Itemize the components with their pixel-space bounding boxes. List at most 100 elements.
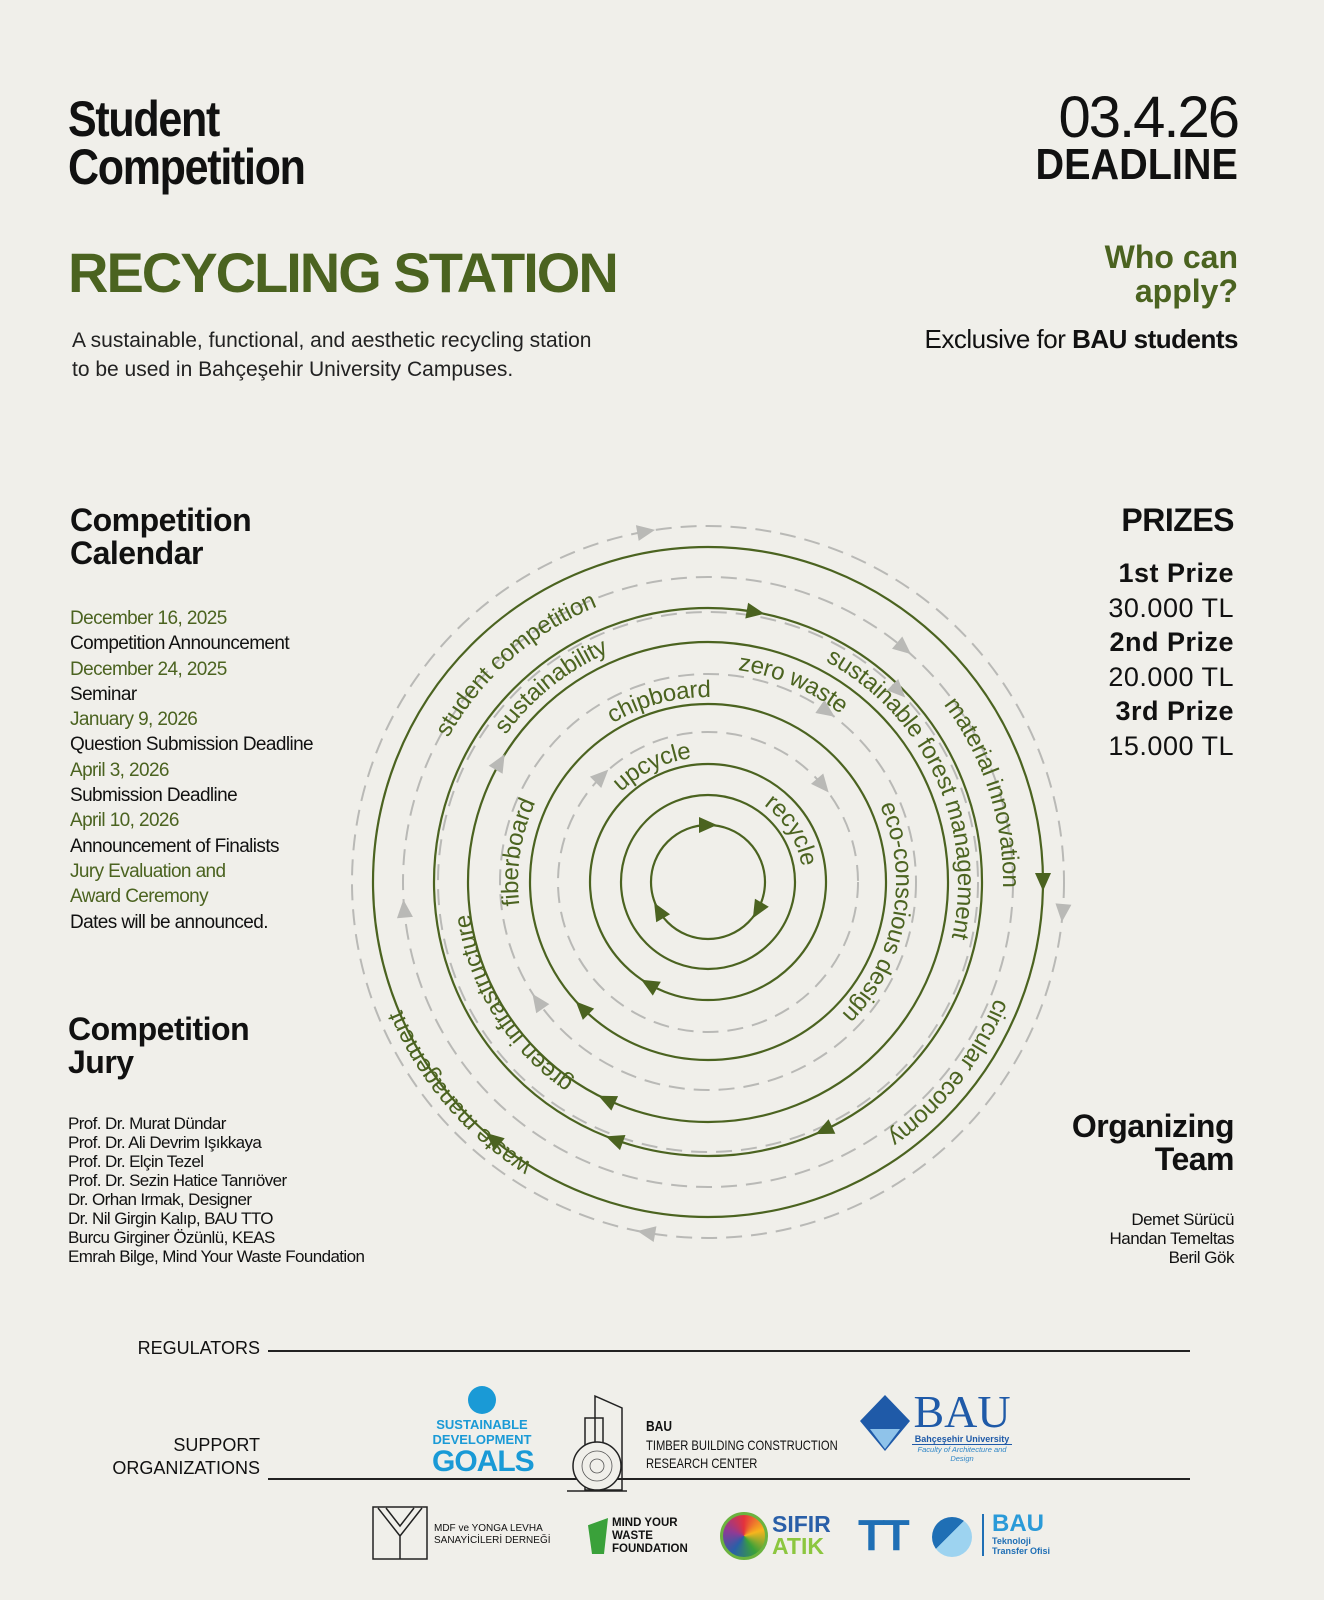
logo-text: ATIK bbox=[772, 1533, 824, 1559]
eligibility-bold: BAU students bbox=[1072, 324, 1238, 354]
logo-sdg: SUSTAINABLE DEVELOPMENT GOALS bbox=[432, 1386, 535, 1478]
logo-text: SUSTAINABLE bbox=[436, 1417, 528, 1432]
solid-ring bbox=[649, 823, 767, 941]
calendar-event: Announcement of Finalists bbox=[70, 835, 280, 857]
label-line: SUPPORT bbox=[173, 1435, 260, 1455]
calendar-event: Seminar bbox=[70, 683, 137, 705]
jury-heading: Competition Jury bbox=[68, 1011, 250, 1079]
calendar-date: April 10, 2026 bbox=[70, 810, 179, 832]
logo-text: Bahçeşehir University bbox=[912, 1434, 1012, 1445]
tto-circle-icon bbox=[932, 1517, 972, 1557]
calendar-date: April 3, 2026 bbox=[70, 759, 169, 781]
heading-line: Organizing bbox=[1071, 1108, 1235, 1144]
solid-ring bbox=[619, 793, 797, 971]
prize-amount: 20.000 TL bbox=[1108, 661, 1234, 692]
jury-member: Prof. Dr. Ali Devrim Işıkkaya bbox=[68, 1133, 262, 1152]
who-can-apply: Who can apply? bbox=[1105, 240, 1238, 308]
calendar-date: Award Ceremony bbox=[70, 886, 209, 908]
logo-text: DEVELOPMENT bbox=[432, 1432, 532, 1447]
arrow-icon bbox=[598, 1095, 619, 1111]
jury-member: Burcu Girginer Özünlü, KEAS bbox=[68, 1228, 275, 1247]
prize-amount: 15.000 TL bbox=[1108, 730, 1234, 761]
calendar-list: December 16, 2025 Competition Announcemen… bbox=[70, 606, 314, 935]
deadline-label: DEADLINE bbox=[1035, 140, 1238, 189]
arrow-icon bbox=[815, 699, 835, 717]
organizing-heading: Organizing Team bbox=[1071, 1108, 1235, 1176]
arrow-icon bbox=[752, 898, 769, 919]
arrow-icon bbox=[605, 1135, 626, 1151]
logo-text: FOUNDATION bbox=[612, 1543, 688, 1555]
calendar-date: December 24, 2025 bbox=[70, 658, 227, 680]
divider bbox=[268, 1478, 1190, 1480]
logo-text: Teknoloji bbox=[992, 1536, 1031, 1546]
jury-member: Prof. Dr. Elçin Tezel bbox=[68, 1152, 204, 1171]
arrow-icon bbox=[1055, 903, 1072, 922]
logo-tto: TT bbox=[858, 1511, 910, 1560]
logo-text: BAU bbox=[913, 1386, 1011, 1437]
logo-bau: BAU Bahçeşehir University Faculty of Arc… bbox=[912, 1386, 1012, 1463]
jury-member: Prof. Dr. Sezin Hatice Tanrıöver bbox=[68, 1171, 287, 1190]
logo-text: Faculty of Architecture and Design bbox=[917, 1445, 1007, 1463]
support-label: SUPPORT ORGANIZATIONS bbox=[90, 1434, 260, 1480]
solid-ring bbox=[528, 702, 888, 1062]
dashed-ring bbox=[402, 576, 1014, 1188]
who-line: Who can bbox=[1104, 239, 1238, 275]
label-path bbox=[520, 694, 896, 1070]
arrow-icon bbox=[892, 636, 911, 655]
dashed-ring bbox=[499, 673, 917, 1091]
divider bbox=[982, 1514, 984, 1556]
un-emblem-icon bbox=[468, 1386, 496, 1414]
logo-timber-center: BAU TIMBER BUILDING CONSTRUCTION RESEARC… bbox=[646, 1418, 838, 1472]
prize-label: 2nd Prize bbox=[1109, 627, 1234, 657]
deadline-date: 03.4.26 bbox=[1058, 85, 1240, 150]
arrow-icon bbox=[699, 817, 717, 833]
organizing-list: Demet Sürücü Handan Temeltas Beril Gök bbox=[1110, 1210, 1235, 1267]
logo-text: SANAYİCİLERİ DERNEĞİ bbox=[434, 1535, 551, 1546]
logo-text: BAU bbox=[992, 1510, 1044, 1537]
divider bbox=[268, 1350, 1190, 1352]
logo-text: GOALS bbox=[432, 1445, 535, 1478]
prizes-heading: PRIZES bbox=[1121, 502, 1234, 538]
arrow-icon bbox=[745, 602, 765, 619]
prizes-list: 1st Prize 30.000 TL 2nd Prize 20.000 TL 3rd … bbox=[1108, 556, 1234, 763]
eligibility: Exclusive for BAU students bbox=[924, 324, 1238, 355]
prize-label: 3rd Prize bbox=[1115, 696, 1234, 726]
bau-diamond-icon bbox=[860, 1395, 910, 1451]
regulators-label: REGULATORS bbox=[137, 1338, 260, 1358]
calendar-date: December 16, 2025 bbox=[70, 608, 227, 629]
subtitle-line: A sustainable, functional, and aesthetic… bbox=[72, 329, 592, 352]
jury-list: Prof. Dr. Murat Dündar Prof. Dr. Ali Devr… bbox=[68, 1114, 365, 1266]
mdf-emblem-icon bbox=[372, 1506, 428, 1560]
logo-text: BAU bbox=[646, 1418, 672, 1435]
logo-text: Transfer Ofisi bbox=[992, 1546, 1051, 1556]
eyebrow-line: Competition bbox=[68, 138, 306, 195]
arrow-icon bbox=[810, 773, 829, 793]
arrow-icon bbox=[637, 1226, 657, 1243]
calendar-date: January 9, 2026 bbox=[70, 709, 198, 731]
team-member: Beril Gök bbox=[1168, 1248, 1235, 1267]
team-member: Demet Sürücü bbox=[1131, 1210, 1234, 1229]
logo-mind-your-waste: MIND YOUR WASTE FOUNDATION bbox=[612, 1517, 688, 1556]
label-path bbox=[523, 697, 893, 1067]
eyebrow-title: Student Competition bbox=[68, 94, 306, 195]
page-title: RECYCLING STATION bbox=[68, 241, 619, 304]
arrow-icon bbox=[488, 754, 505, 774]
logo-mdf: MDF ve YONGA LEVHA SANAYİCİLERİ DERNEĞİ bbox=[434, 1523, 551, 1547]
logo-text: SIFIR bbox=[772, 1511, 831, 1537]
label-line: ORGANIZATIONS bbox=[112, 1458, 260, 1478]
subtitle: A sustainable, functional, and aesthetic… bbox=[72, 326, 591, 384]
label-path bbox=[518, 692, 898, 1072]
diagram-label: chipboard bbox=[602, 676, 710, 729]
jury-member: Emrah Bilge, Mind Your Waste Foundation bbox=[68, 1247, 365, 1266]
heading-line: Competition bbox=[68, 1011, 250, 1047]
solid-ring bbox=[432, 606, 984, 1158]
arrow-icon bbox=[532, 993, 550, 1014]
arrow-icon bbox=[1035, 873, 1051, 891]
logo-text: MDF ve YONGA LEVHA bbox=[434, 1523, 543, 1534]
solid-ring bbox=[588, 762, 828, 1002]
arrow-icon bbox=[635, 525, 656, 541]
dashed-ring bbox=[557, 731, 859, 1033]
calendar-heading: Competition Calendar bbox=[70, 504, 252, 570]
calendar-event: Submission Deadline bbox=[70, 785, 238, 807]
